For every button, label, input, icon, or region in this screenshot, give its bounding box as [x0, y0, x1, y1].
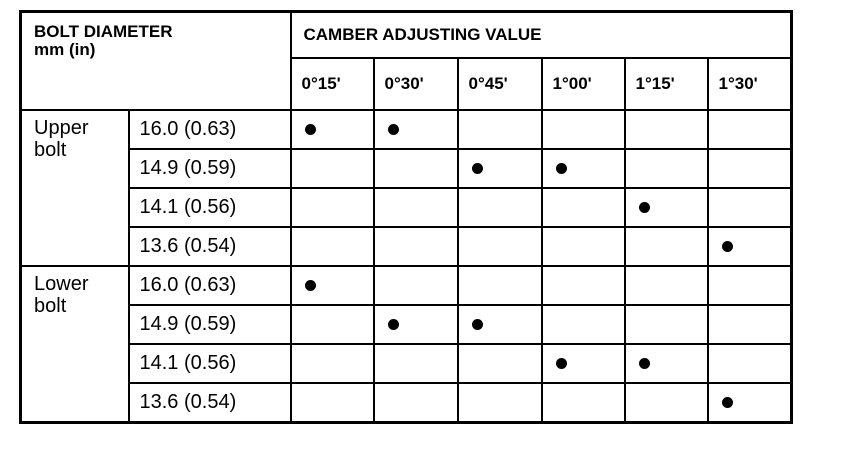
camber-value-cell	[706, 187, 793, 228]
camber-value-header: 1°15'	[623, 57, 709, 111]
bullet-icon	[387, 124, 399, 135]
camber-value-cell	[623, 343, 709, 384]
camber-value-cell	[372, 343, 459, 384]
camber-value-cell	[540, 304, 626, 345]
table-row: 14.9 (0.59)	[21, 304, 793, 345]
camber-value-cell	[289, 304, 375, 345]
bolt-diameter-header: BOLT DIAMETER mm (in)	[19, 10, 292, 111]
bolt-diameter-value: 14.1 (0.56)	[127, 187, 292, 228]
bullet-icon	[387, 319, 399, 330]
bullet-icon	[721, 397, 733, 408]
camber-adjusting-value-header: CAMBER ADJUSTING VALUE	[289, 10, 793, 59]
camber-value-cell	[623, 109, 709, 150]
camber-value-cell	[372, 226, 459, 267]
camber-value-header: 1°30'	[706, 57, 793, 111]
table-row: Upper bolt 16.0 (0.63)	[19, 109, 793, 267]
camber-value-cell	[289, 382, 375, 424]
camber-value-header: 0°45'	[456, 57, 543, 111]
bullet-icon	[471, 319, 483, 330]
camber-value-cell	[456, 265, 543, 306]
camber-value-cell	[706, 382, 793, 424]
camber-value-cell	[623, 382, 709, 424]
bullet-icon	[555, 163, 567, 174]
camber-value-cell	[456, 148, 543, 189]
camber-value-cell	[289, 265, 375, 306]
camber-value-cell	[540, 148, 626, 189]
bullet-icon	[304, 280, 316, 291]
camber-value-cell	[540, 109, 626, 150]
bullet-icon	[638, 202, 650, 213]
camber-value-cell	[372, 382, 459, 424]
table-row: 14.1 (0.56)	[21, 343, 793, 384]
bullet-icon	[638, 358, 650, 369]
camber-value-cell	[540, 343, 626, 384]
camber-value-cell	[456, 226, 543, 267]
camber-value-cell	[706, 265, 793, 306]
camber-value-cell	[706, 109, 793, 150]
camber-value-cell	[540, 226, 626, 267]
header-row-1: BOLT DIAMETER mm (in) CAMBER ADJUSTING V…	[19, 10, 793, 111]
bullet-icon	[721, 241, 733, 252]
camber-value-cell	[623, 304, 709, 345]
camber-adjustment-table: BOLT DIAMETER mm (in) CAMBER ADJUSTING V…	[19, 10, 793, 424]
camber-value-cell	[372, 148, 459, 189]
camber-value-cell	[623, 265, 709, 306]
bolt-diameter-value: 14.1 (0.56)	[127, 343, 292, 384]
camber-value-cell	[372, 109, 459, 150]
camber-value-header: 1°00'	[540, 57, 626, 111]
camber-value-header: 0°30'	[372, 57, 459, 111]
camber-value-cell	[706, 226, 793, 267]
camber-value-cell	[289, 148, 375, 189]
camber-value-cell	[289, 343, 375, 384]
bullet-icon	[555, 358, 567, 369]
camber-value-cell	[372, 265, 459, 306]
camber-value-cell	[706, 343, 793, 384]
camber-value-cell	[456, 343, 543, 384]
camber-value-cell	[456, 187, 543, 228]
bolt-diameter-value: 13.6 (0.54)	[127, 382, 292, 424]
bolt-position-label: Upper bolt	[19, 109, 130, 267]
camber-value-cell	[540, 382, 626, 424]
bolt-diameter-value: 14.9 (0.59)	[127, 148, 292, 189]
bolt-diameter-label: BOLT DIAMETER	[34, 22, 173, 41]
camber-value-cell	[456, 109, 543, 150]
bolt-diameter-value: 13.6 (0.54)	[127, 226, 292, 267]
camber-value-cell	[456, 304, 543, 345]
camber-value-cell	[372, 187, 459, 228]
camber-value-cell	[623, 187, 709, 228]
camber-value-cell	[623, 226, 709, 267]
camber-value-cell	[289, 226, 375, 267]
camber-value-cell	[372, 304, 459, 345]
bolt-diameter-value: 16.0 (0.63)	[127, 265, 292, 306]
bullet-icon	[304, 124, 316, 135]
camber-value-cell	[289, 109, 375, 150]
camber-value-cell	[456, 382, 543, 424]
camber-value-cell	[706, 148, 793, 189]
camber-value-cell	[540, 265, 626, 306]
camber-value-header: 0°15'	[289, 57, 375, 111]
camber-value-cell	[289, 187, 375, 228]
bolt-diameter-value: 14.9 (0.59)	[127, 304, 292, 345]
bolt-position-label: Lower bolt	[19, 265, 130, 424]
table-row: 13.6 (0.54)	[21, 382, 793, 424]
table-row: 14.9 (0.59)	[21, 148, 793, 189]
header-row-2: 0°15' 0°30' 0°45' 1°00' 1°15' 1°30'	[21, 57, 793, 111]
camber-value-cell	[623, 148, 709, 189]
table-row: 14.1 (0.56)	[21, 187, 793, 228]
unit-label: mm (in)	[34, 40, 96, 59]
camber-value-cell	[540, 187, 626, 228]
bolt-diameter-value: 16.0 (0.63)	[127, 109, 292, 150]
bullet-icon	[471, 163, 483, 174]
table-row: 13.6 (0.54)	[21, 226, 793, 267]
table-row: Lower bolt 16.0 (0.63)	[19, 265, 793, 424]
camber-value-cell	[706, 304, 793, 345]
